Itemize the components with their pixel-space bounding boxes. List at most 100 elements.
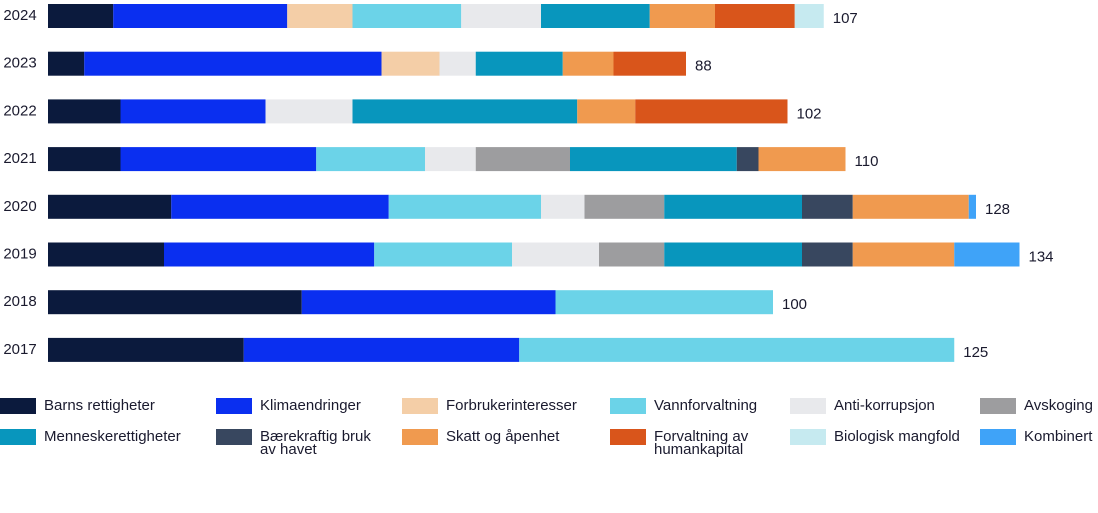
legend-item: Avskoging bbox=[980, 397, 1098, 414]
bar-segment bbox=[475, 51, 563, 76]
y-tick-label: 2017 bbox=[3, 341, 36, 358]
y-tick-label: 2020 bbox=[3, 198, 36, 215]
bar-segment bbox=[758, 147, 846, 172]
legend-item: Menneskerettigheter bbox=[0, 428, 181, 445]
legend-item: Biologisk mangfold bbox=[790, 428, 962, 445]
bar-segment bbox=[562, 51, 614, 76]
legend-item: Anti-korrupsjon bbox=[790, 397, 962, 414]
bar-segment bbox=[519, 337, 955, 362]
bar-segment bbox=[802, 194, 853, 219]
bar-segment bbox=[577, 99, 636, 124]
legend-swatch bbox=[402, 398, 438, 414]
bar-segment bbox=[736, 147, 759, 172]
y-tick-label: 2022 bbox=[3, 102, 36, 119]
legend-swatch bbox=[610, 429, 646, 445]
bar-segment bbox=[48, 242, 164, 267]
bar-segment bbox=[664, 242, 802, 267]
bar-segment bbox=[120, 147, 317, 172]
legend-item: Barns rettigheter bbox=[0, 397, 172, 414]
bar-segment bbox=[541, 194, 585, 219]
bar-segment bbox=[48, 4, 114, 28]
legend-item: Vannforvaltning bbox=[610, 397, 782, 414]
bar-segment bbox=[48, 194, 172, 219]
bar-segment bbox=[48, 290, 302, 315]
legend-label: Barns rettigheter bbox=[44, 397, 155, 414]
legend-label: Vannforvaltning bbox=[654, 397, 758, 414]
bar-segment bbox=[852, 242, 955, 267]
legend-item: Bærekraftig bruk av havet bbox=[216, 428, 388, 458]
total-label: 88 bbox=[695, 58, 712, 75]
bar-segment bbox=[599, 242, 665, 267]
legend-label: Anti-korrupsjon bbox=[834, 397, 935, 414]
legend-swatch bbox=[0, 429, 36, 445]
bar-segment bbox=[164, 242, 375, 267]
bar-segment bbox=[439, 51, 476, 76]
total-label: 134 bbox=[1029, 248, 1054, 265]
legend-item: Skatt og åpenhet bbox=[402, 428, 574, 445]
bar-segment bbox=[794, 4, 824, 28]
bar-segment bbox=[84, 51, 382, 76]
y-tick-label: 2019 bbox=[3, 245, 36, 262]
legend-label: Forbrukerinteresser bbox=[446, 397, 577, 414]
y-tick-label: 2023 bbox=[3, 55, 36, 72]
legend-item: Kombinert bbox=[980, 428, 1098, 445]
legend-swatch bbox=[0, 398, 36, 414]
bar-segment bbox=[352, 99, 578, 124]
bar-segment bbox=[265, 99, 353, 124]
bar-segment bbox=[512, 242, 599, 267]
bar-segment bbox=[649, 4, 715, 28]
y-tick-label: 2021 bbox=[3, 150, 36, 167]
legend-label: Biologisk mangfold bbox=[834, 428, 960, 445]
bar-segment bbox=[664, 194, 802, 219]
bar-segment bbox=[715, 4, 795, 28]
bar-segment bbox=[171, 194, 389, 219]
bar-segment bbox=[570, 147, 737, 172]
legend-label: Menneskerettigheter bbox=[44, 428, 181, 445]
bar-segment bbox=[613, 51, 686, 76]
bar-segment bbox=[287, 4, 353, 28]
bar-segment bbox=[48, 337, 244, 362]
bar-segment bbox=[388, 194, 541, 219]
legend-label: Klimaendringer bbox=[260, 397, 361, 414]
bar-segment bbox=[852, 194, 969, 219]
legend-item: Forvaltning av humankapital bbox=[610, 428, 782, 458]
bar-segment bbox=[461, 4, 541, 28]
legend-item: Klimaendringer bbox=[216, 397, 388, 414]
bar-segment bbox=[475, 147, 570, 172]
bar-segment bbox=[374, 242, 512, 267]
bar-segment bbox=[954, 242, 1020, 267]
legend-label: Avskoging bbox=[1024, 397, 1093, 414]
bar-segment bbox=[48, 99, 121, 124]
legend-swatch bbox=[790, 398, 826, 414]
chart: 2024 107 2023 88 2022 102 2021 110 2020 128 2019 13… bbox=[3, 4, 1054, 362]
legend-swatch bbox=[980, 398, 1016, 414]
bar-segment bbox=[316, 147, 425, 172]
bar-segment bbox=[113, 4, 288, 28]
bar-segment bbox=[555, 290, 773, 315]
total-label: 110 bbox=[855, 153, 879, 170]
bar-segment bbox=[48, 51, 85, 76]
legend-label: Kombinert bbox=[1024, 428, 1093, 445]
legend-swatch bbox=[610, 398, 646, 414]
bar-segment bbox=[120, 99, 266, 124]
bar-segment bbox=[425, 147, 476, 172]
bar-segment bbox=[968, 194, 976, 219]
legend-swatch bbox=[402, 429, 438, 445]
legend-label: Skatt og åpenhet bbox=[446, 428, 560, 445]
legend-swatch bbox=[790, 429, 826, 445]
bar-segment bbox=[243, 337, 520, 362]
total-label: 100 bbox=[782, 296, 807, 313]
bar-segment bbox=[802, 242, 853, 267]
bar-segment bbox=[541, 4, 650, 28]
legend-label: Forvaltning av humankapital bbox=[654, 428, 749, 458]
legend-item: Forbrukerinteresser bbox=[402, 397, 577, 414]
legend-swatch bbox=[216, 429, 252, 445]
y-tick-label: 2018 bbox=[3, 293, 36, 310]
y-tick-label: 2024 bbox=[3, 7, 36, 24]
legend-label: Bærekraftig bruk av havet bbox=[260, 428, 371, 458]
total-label: 102 bbox=[797, 105, 822, 122]
bar-segment bbox=[352, 4, 462, 28]
total-label: 125 bbox=[963, 344, 988, 361]
total-label: 107 bbox=[833, 10, 858, 27]
